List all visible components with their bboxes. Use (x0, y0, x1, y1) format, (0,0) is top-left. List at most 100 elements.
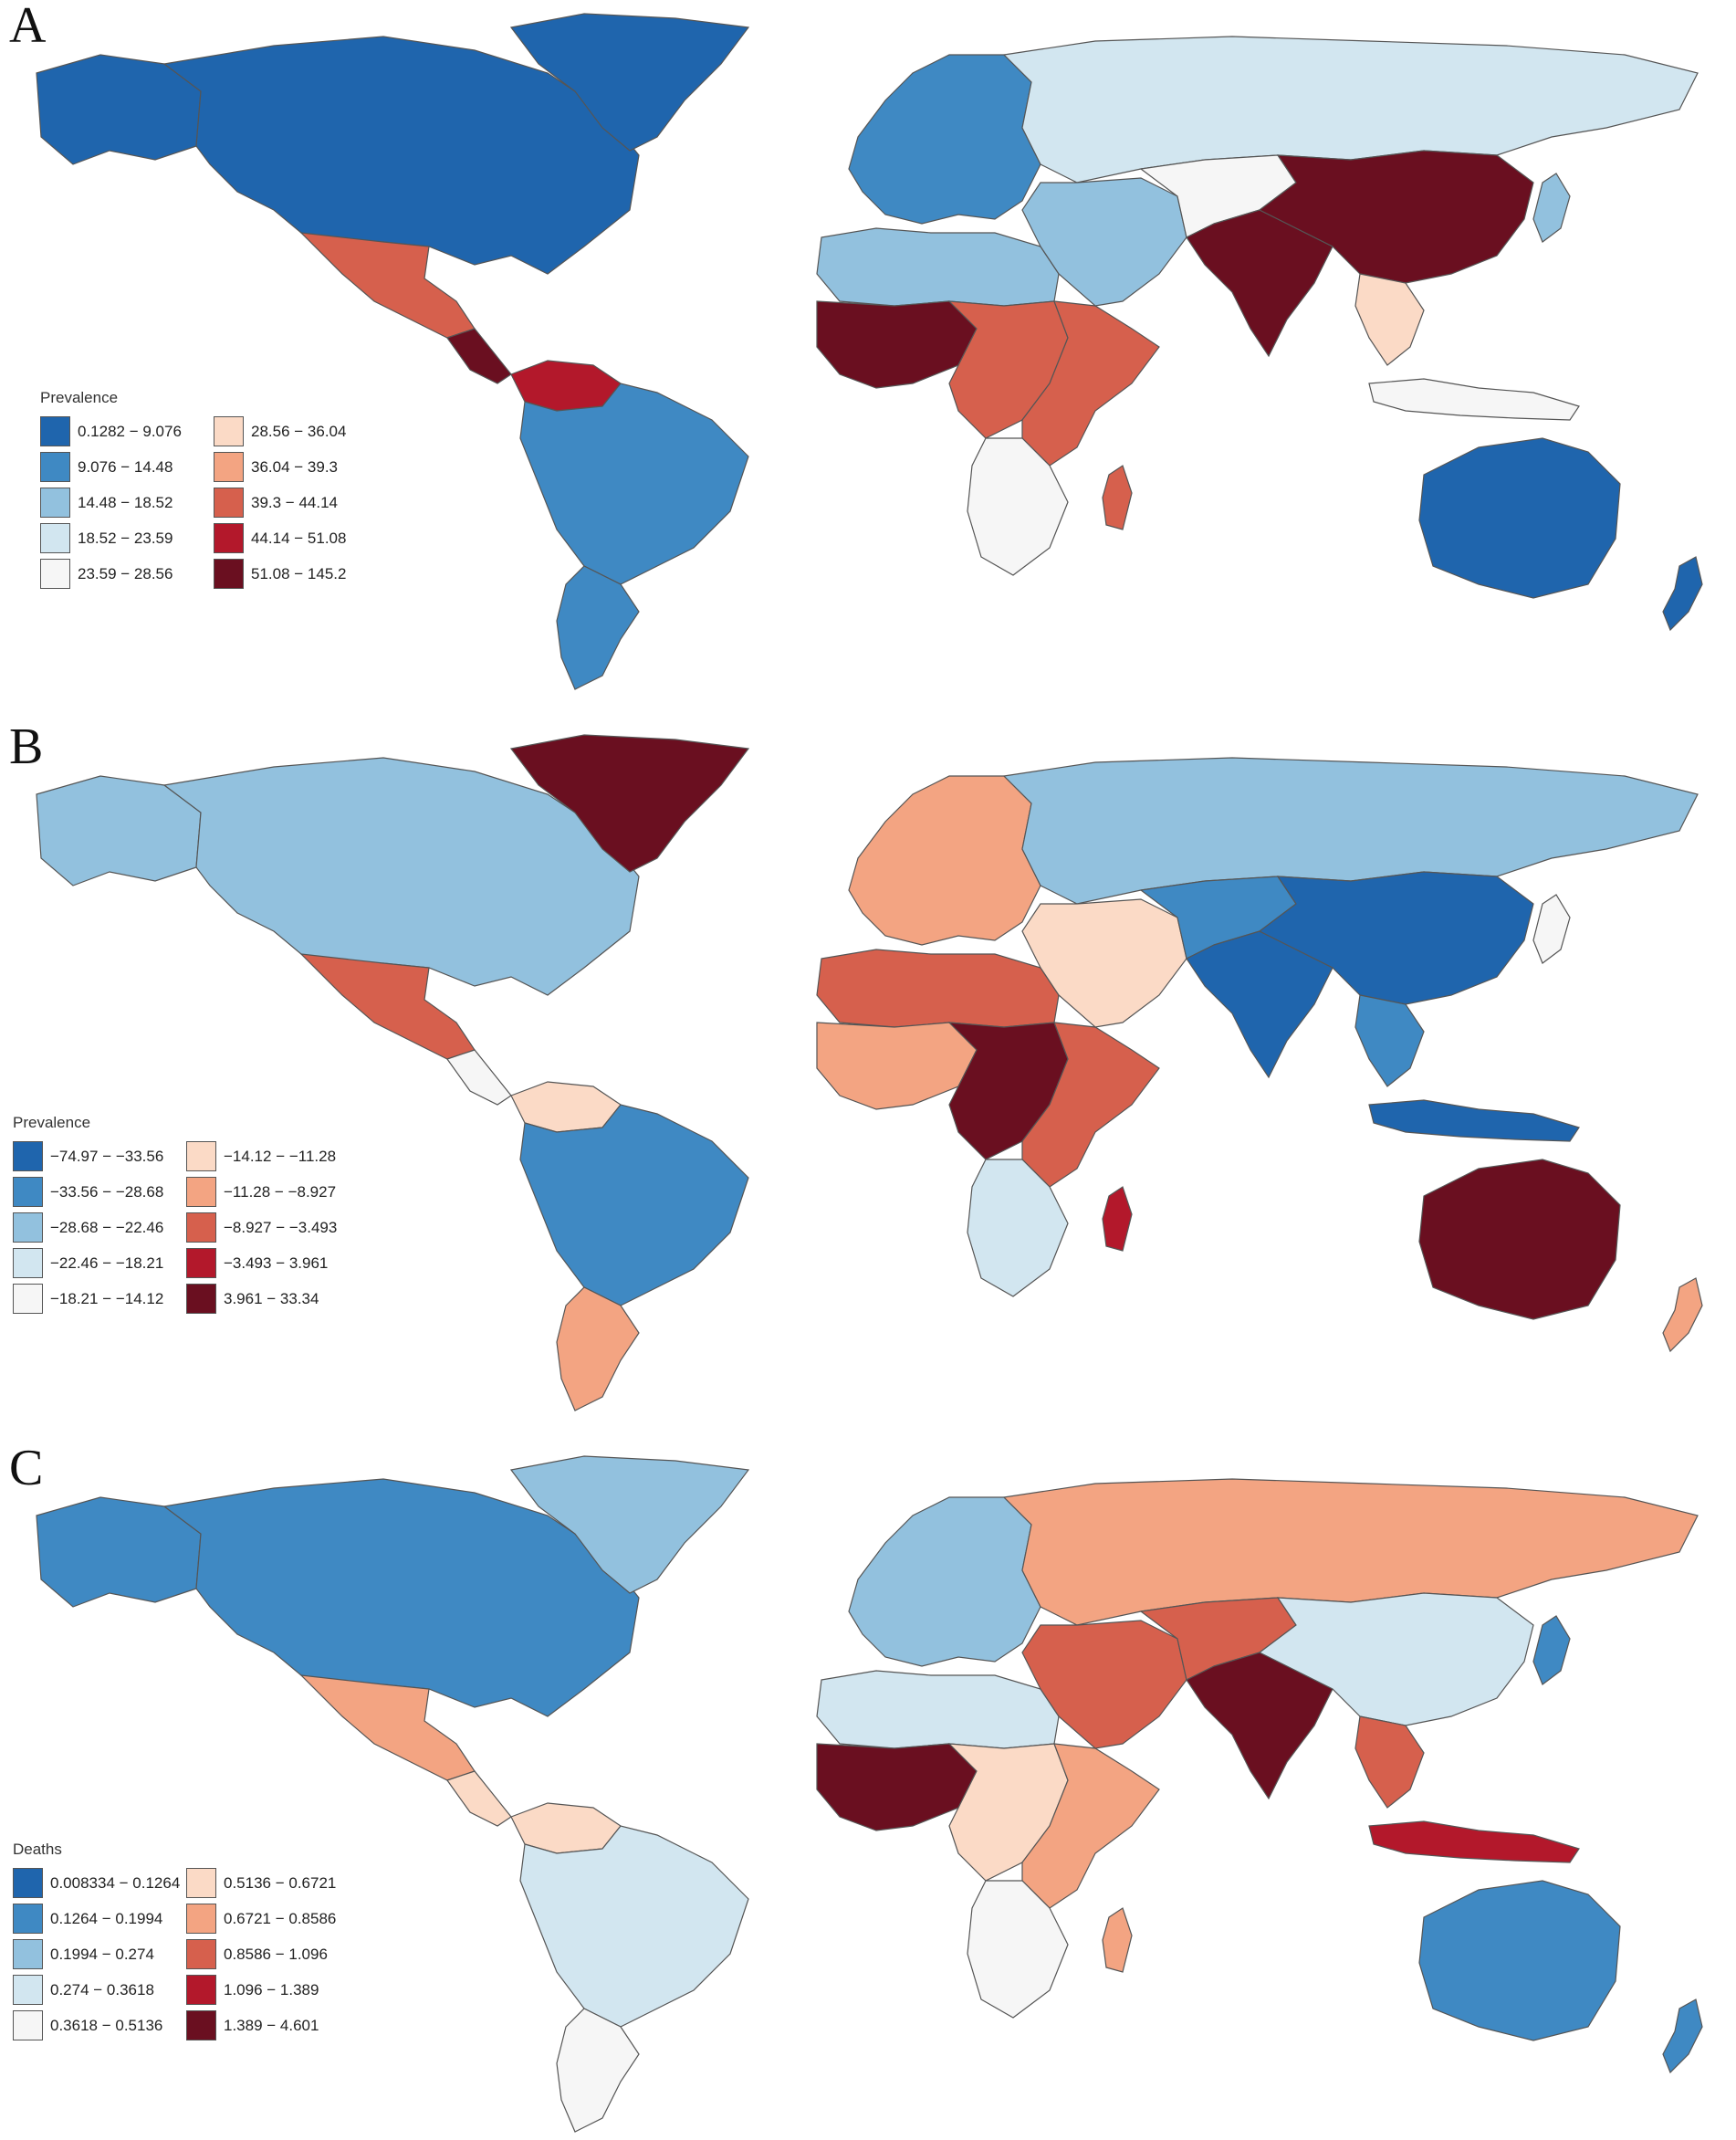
legend-label: −74.97 − −33.56 (50, 1147, 164, 1165)
legend-label: 36.04 − 39.3 (251, 457, 339, 476)
legend-label: 51.08 − 145.2 (251, 564, 347, 582)
panel-c: C Deaths 0.008334 − 0.1264 0.5136 − 0.672… (0, 1442, 1736, 2140)
region-china (1258, 1592, 1534, 1726)
legend-label: 0.8586 − 1.096 (224, 1945, 328, 1963)
region-alaska (36, 54, 202, 165)
legend-label: 28.56 − 36.04 (251, 422, 347, 440)
world-map-a (36, 13, 1703, 690)
legend-label: 1.096 − 1.389 (224, 1980, 319, 1998)
region-china (1258, 871, 1534, 1005)
legend-label: −22.46 − −18.21 (50, 1254, 164, 1272)
legend-label: 9.076 − 14.48 (78, 457, 173, 476)
region-north-america (162, 1478, 640, 1717)
region-madagascar (1102, 1186, 1133, 1252)
legend-swatch (186, 1975, 216, 2005)
region-south-america (519, 1104, 749, 1306)
legend-item: −18.21 − −14.12 (13, 1282, 173, 1316)
region-new-zealand (1662, 556, 1703, 632)
world-map-c (36, 1455, 1703, 2133)
region-southern-cone (556, 2008, 640, 2133)
legend-item: 9.076 − 14.48 (40, 450, 201, 484)
region-china (1258, 150, 1534, 284)
region-middle-east (1021, 177, 1187, 307)
legend-label: 18.52 − 23.59 (78, 529, 173, 547)
region-australia (1418, 1159, 1621, 1320)
legend-swatch (40, 452, 70, 482)
legend-swatch (214, 523, 244, 553)
region-greenland (509, 734, 750, 873)
legend-swatch (13, 1177, 43, 1207)
region-southeast-asia (1354, 1715, 1425, 1809)
legend-label: 44.14 − 51.08 (251, 529, 347, 547)
legend-label: −11.28 − −8.927 (224, 1182, 337, 1201)
legend-label: −8.927 − −3.493 (224, 1218, 338, 1236)
legend-swatch (186, 1248, 216, 1278)
region-southern-africa (967, 1880, 1069, 2019)
legend-item: 39.3 − 44.14 (214, 486, 374, 519)
region-japan (1532, 1615, 1571, 1685)
legend: Deaths 0.008334 − 0.1264 0.5136 − 0.6721 0… (13, 1841, 347, 2042)
legend-label: −18.21 − −14.12 (50, 1289, 164, 1307)
legend-item: 28.56 − 36.04 (214, 414, 374, 448)
region-southern-cone (556, 565, 640, 690)
legend-swatch (13, 1284, 43, 1314)
legend-swatch (40, 416, 70, 446)
legend-swatch (186, 2010, 216, 2040)
legend-swatch (13, 1975, 43, 2005)
legend-label: 3.961 − 33.34 (224, 1289, 319, 1307)
region-north-america (162, 36, 640, 275)
region-new-zealand (1662, 1998, 1703, 2074)
legend-item: −11.28 − −8.927 (186, 1175, 347, 1209)
legend-label: 0.5136 − 0.6721 (224, 1873, 337, 1892)
region-japan (1532, 894, 1571, 964)
legend: Prevalence 0.1282 − 9.076 28.56 − 36.04 9.… (40, 389, 374, 591)
region-indonesia (1368, 1820, 1580, 1863)
legend-label: 39.3 − 44.14 (251, 493, 339, 511)
region-southern-africa (967, 1159, 1069, 1297)
legend-label: 0.274 − 0.3618 (50, 1980, 154, 1998)
region-japan (1532, 173, 1571, 243)
legend-swatch (186, 1284, 216, 1314)
legend-swatch (13, 1248, 43, 1278)
legend-item: −33.56 − −28.68 (13, 1175, 173, 1209)
region-west-africa (816, 300, 978, 389)
legend-title: Deaths (13, 1841, 62, 1858)
legend-label: 23.59 − 28.56 (78, 564, 173, 582)
panel-b: B Prevalence −74.97 − −33.56 −14.12 − −11… (0, 721, 1736, 1415)
legend-item: −3.493 − 3.961 (186, 1246, 347, 1280)
region-north-africa (816, 1670, 1060, 1749)
legend-item: 51.08 − 145.2 (214, 557, 374, 591)
region-east-africa (1021, 1022, 1160, 1188)
panel-letter: C (9, 1440, 44, 1496)
legend-grid: 0.1282 − 9.076 28.56 − 36.04 9.076 − 14.48… (40, 414, 374, 591)
legend-grid: 0.008334 − 0.1264 0.5136 − 0.6721 0.1264 −… (13, 1866, 347, 2042)
region-middle-east (1021, 1620, 1187, 1749)
legend-swatch (40, 488, 70, 518)
legend-swatch (186, 1904, 216, 1934)
legend-swatch (13, 1868, 43, 1898)
region-central-africa (947, 1743, 1069, 1882)
legend-grid: −74.97 − −33.56 −14.12 − −11.28 −33.56 − −… (13, 1139, 347, 1316)
legend-item: 0.3618 − 0.5136 (13, 2009, 173, 2042)
region-europe (848, 54, 1041, 225)
legend-item: 0.5136 − 0.6721 (186, 1866, 347, 1900)
legend-item: 0.6721 − 0.8586 (186, 1902, 347, 1935)
legend-item: 14.48 − 18.52 (40, 486, 201, 519)
legend-swatch (214, 416, 244, 446)
region-east-africa (1021, 300, 1160, 467)
legend-swatch (186, 1868, 216, 1898)
panel-letter: A (9, 0, 47, 54)
region-indonesia (1368, 378, 1580, 421)
legend-label: 14.48 − 18.52 (78, 493, 173, 511)
region-north-africa (816, 227, 1060, 307)
region-greenland (509, 1455, 750, 1594)
legend-label: 1.389 − 4.601 (224, 2016, 319, 2034)
panel-a: A Prevalence 0.1282 − 9.076 28.56 − 36.04… (0, 0, 1736, 694)
region-alaska (36, 775, 202, 886)
legend-label: −14.12 − −11.28 (224, 1147, 337, 1165)
region-central-america (446, 328, 512, 384)
legend-swatch (186, 1177, 216, 1207)
legend-swatch (13, 1904, 43, 1934)
legend-title: Prevalence (13, 1114, 91, 1131)
region-europe (848, 775, 1041, 946)
